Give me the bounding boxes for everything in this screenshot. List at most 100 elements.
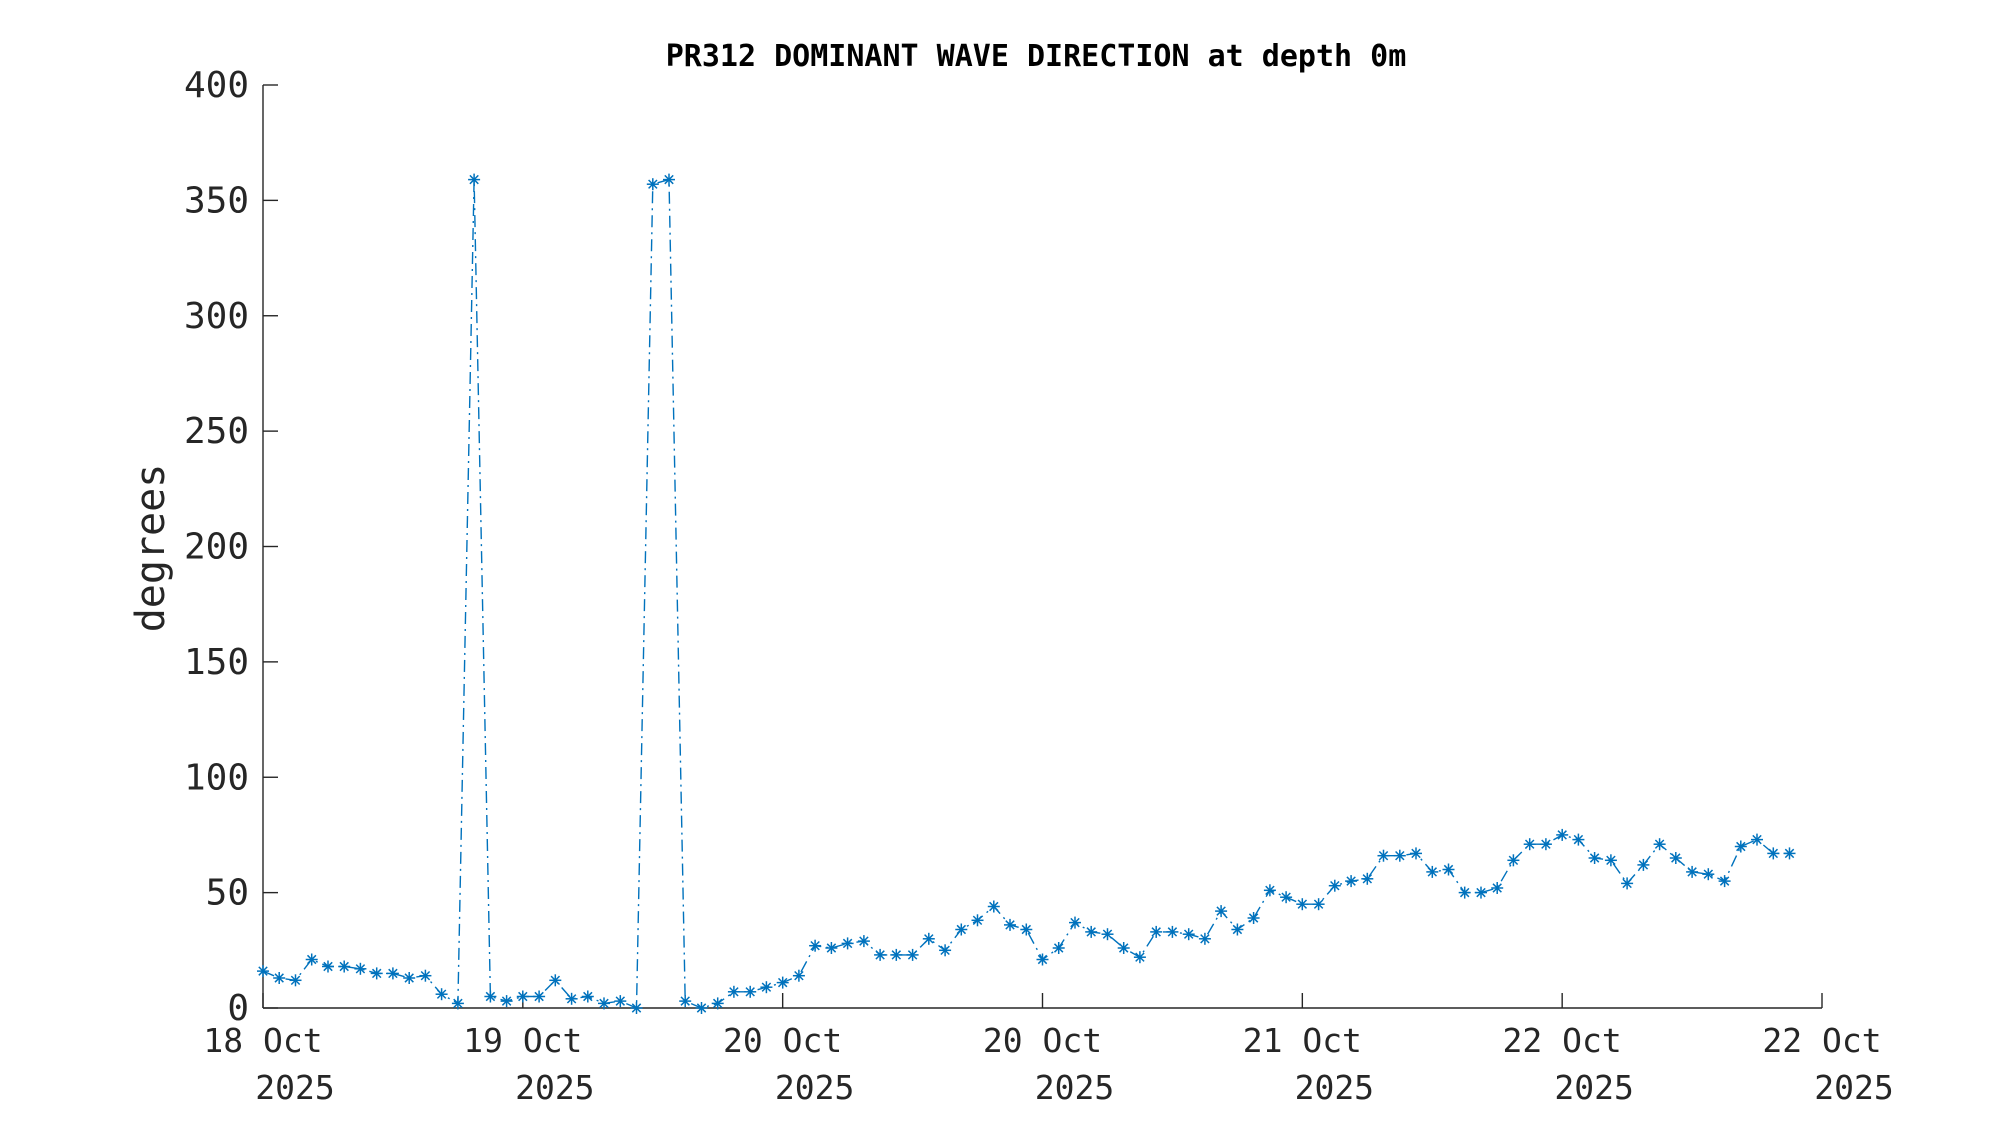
asterisk-stroke (1037, 954, 1048, 965)
asterisk-stroke (1086, 927, 1096, 937)
data-point (1166, 925, 1179, 938)
data-point (289, 974, 302, 987)
y-tick-label: 200 (184, 527, 249, 568)
data-point (516, 990, 529, 1003)
asterisk-stroke (1524, 839, 1535, 849)
asterisk-stroke (1330, 880, 1340, 891)
y-tick-label: 250 (184, 411, 249, 452)
x-tick-label-year: 2025 (515, 1068, 594, 1107)
asterisk-stroke (258, 966, 268, 976)
asterisk-stroke (1005, 920, 1015, 930)
data-point (776, 976, 789, 989)
asterisk-stroke (972, 915, 983, 926)
y-tick-label: 350 (184, 180, 249, 221)
y-tick-label: 400 (184, 65, 249, 106)
data-point (500, 995, 513, 1008)
data-point (874, 948, 887, 961)
data-point (1328, 879, 1341, 892)
data-point (987, 900, 1000, 913)
asterisk-stroke (810, 940, 820, 951)
x-tick-label-date: 19 Oct (463, 1021, 582, 1060)
data-point (1588, 852, 1601, 864)
x-tick-label-date: 20 Oct (983, 1021, 1102, 1060)
y-ticks: 0 50 100 150 200 250 300 350 400 (184, 65, 278, 1029)
asterisk-stroke (1736, 841, 1746, 852)
asterisk-stroke (664, 174, 674, 185)
data-point (1702, 868, 1715, 881)
asterisk-stroke (1346, 876, 1356, 886)
asterisk-stroke (534, 991, 544, 1002)
asterisk-stroke (1232, 924, 1243, 935)
x-tick-label-year: 2025 (1554, 1068, 1633, 1107)
asterisk-stroke (469, 174, 479, 185)
data-point (1117, 942, 1130, 954)
data-point (1686, 865, 1699, 878)
data-point (614, 995, 627, 1008)
x-tick-label-date: 22 Oct (1762, 1021, 1881, 1060)
data-point (1572, 833, 1585, 846)
asterisk-stroke (956, 924, 967, 935)
asterisk-stroke (1313, 899, 1324, 909)
asterisk-stroke (1784, 848, 1795, 859)
asterisk-stroke (615, 996, 626, 1006)
data-point (1133, 951, 1146, 964)
x-tick-label-date: 21 Oct (1243, 1021, 1362, 1060)
data-point (1523, 838, 1536, 851)
data-point (1491, 882, 1504, 894)
data-point (744, 985, 757, 998)
data-point (1036, 953, 1049, 966)
data-point (1085, 925, 1098, 938)
data-point (1767, 847, 1780, 860)
data-point (955, 923, 968, 936)
asterisk-stroke (1671, 853, 1681, 863)
data-point (549, 974, 562, 987)
data-point (1718, 875, 1731, 888)
asterisk-stroke (420, 970, 431, 981)
asterisk-stroke (1606, 855, 1616, 866)
data-point (1296, 898, 1309, 911)
data-point (1052, 942, 1065, 954)
x-tick-label-year: 2025 (775, 1068, 854, 1107)
asterisk-stroke (501, 996, 512, 1006)
data-point (305, 953, 318, 966)
asterisk-stroke (648, 179, 658, 189)
y-tick-label: 0 (227, 988, 249, 1029)
data-point (1653, 838, 1666, 851)
data-point (663, 173, 675, 186)
data-point (1150, 925, 1163, 938)
data-point (1215, 905, 1228, 918)
asterisk-stroke (1265, 885, 1275, 896)
asterisk-stroke (777, 977, 788, 988)
data-point (1345, 875, 1358, 888)
data-point (257, 965, 269, 978)
data-point (841, 937, 854, 950)
asterisk-stroke (599, 998, 609, 1009)
data-point (760, 981, 773, 994)
data-point (679, 995, 692, 1008)
data-point (354, 962, 367, 975)
data-point (435, 988, 448, 1001)
x-tick-label-year: 2025 (255, 1068, 334, 1107)
asterisk-stroke (1118, 943, 1129, 953)
asterisk-stroke (680, 996, 690, 1006)
data-point (809, 939, 822, 952)
data-point (370, 967, 383, 980)
asterisk-stroke (1248, 913, 1259, 923)
asterisk-stroke (1297, 899, 1308, 909)
data-point (1539, 838, 1552, 851)
data-point (1410, 847, 1422, 860)
asterisk-stroke (404, 973, 414, 983)
asterisk-stroke (794, 970, 804, 981)
asterisk-stroke (1654, 839, 1665, 849)
data-point (1751, 833, 1763, 846)
asterisk-stroke (290, 975, 301, 986)
data-point (1198, 932, 1211, 945)
asterisk-stroke (1021, 924, 1032, 935)
data-point (1312, 898, 1325, 911)
asterisk-stroke (1622, 878, 1632, 889)
asterisk-stroke (323, 961, 333, 972)
asterisk-stroke (712, 998, 723, 1009)
asterisk-stroke (339, 961, 349, 972)
asterisk-stroke (1070, 917, 1080, 928)
asterisk-stroke (1573, 834, 1584, 845)
